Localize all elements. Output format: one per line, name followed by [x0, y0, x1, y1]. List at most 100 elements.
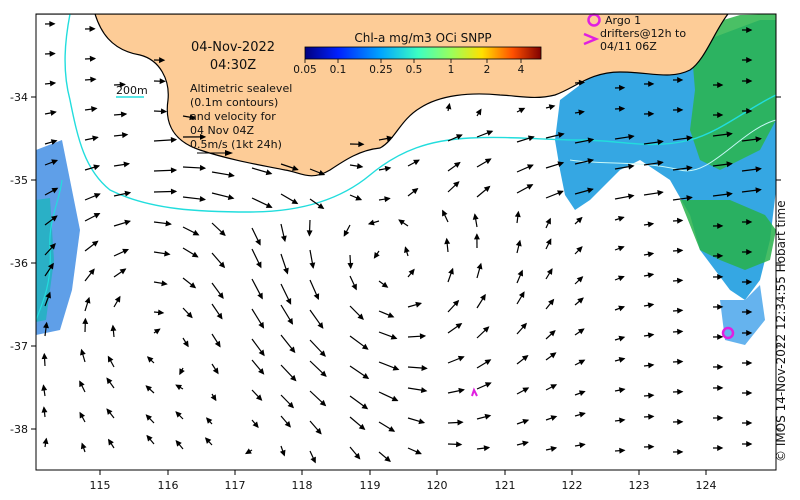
velocity-arrow-head	[318, 170, 326, 176]
velocity-arrow-head	[411, 187, 419, 195]
annotation-line-5: 0.5m/s (1kt 24h)	[190, 138, 282, 151]
velocity-arrow-head	[189, 282, 197, 289]
drifters-legend-line-2: 04/11 06Z	[600, 40, 657, 53]
velocity-arrow-head	[257, 292, 263, 300]
x-tick-label: 124	[696, 479, 717, 492]
velocity-arrow-head	[455, 323, 463, 329]
velocity-arrow-head	[265, 202, 273, 208]
velocity-arrow-field	[41, 20, 762, 464]
velocity-arrow-head	[88, 268, 95, 276]
velocity-arrow-head	[548, 104, 556, 111]
velocity-arrow-head	[648, 413, 655, 420]
annotation-line-1: Altimetric sealevel	[190, 82, 292, 95]
velocity-arrow-head	[287, 401, 295, 409]
velocity-arrow-head	[579, 442, 586, 449]
velocity-arrow-head	[746, 219, 753, 225]
velocity-arrow-head	[677, 106, 684, 113]
velocity-arrow-head	[677, 448, 684, 455]
velocity-arrow-head	[121, 132, 129, 139]
velocity-arrow-head	[648, 392, 655, 399]
velocity-arrow-head	[618, 356, 626, 363]
velocity-arrow-head	[472, 213, 479, 220]
colorbar-tick-label: 0.5	[406, 64, 423, 76]
velocity-arrow-head	[284, 420, 291, 428]
velocity-arrow-head	[265, 169, 273, 176]
velocity-arrow-head	[648, 80, 655, 87]
velocity-arrow-head	[717, 384, 724, 391]
velocity-arrow-head	[145, 385, 152, 392]
velocity-arrow-head	[746, 78, 753, 84]
velocity-arrow-head	[746, 57, 753, 63]
velocity-arrow-head	[119, 268, 127, 275]
scale-arrow	[197, 150, 233, 156]
velocity-arrow-head	[355, 194, 363, 201]
velocity-arrow-head	[319, 399, 327, 407]
x-tick-label: 115	[90, 479, 111, 492]
velocity-arrow-head	[755, 187, 762, 194]
velocity-arrow-head	[647, 302, 655, 309]
velocity-arrow-head	[361, 343, 369, 350]
velocity-arrow-head	[557, 190, 564, 196]
velocity-arrow-head	[746, 108, 753, 114]
velocity-arrow-head	[309, 262, 316, 269]
velocity-arrow-head	[717, 252, 724, 259]
velocity-arrow-head	[618, 105, 626, 112]
x-tick-label: 121	[495, 479, 516, 492]
velocity-arrow-head	[677, 358, 684, 365]
velocity-arrow-head	[548, 298, 555, 306]
velocity-arrow-head	[41, 384, 48, 391]
velocity-arrow-head	[717, 363, 724, 370]
velocity-arrow-head	[755, 166, 762, 173]
plot-frame	[35, 13, 777, 471]
colorbar	[304, 46, 542, 60]
velocity-arrow-head	[686, 135, 693, 142]
velocity-arrow-head	[175, 384, 182, 391]
velocity-arrow-head	[351, 283, 357, 291]
velocity-arrow-head	[717, 222, 724, 229]
velocity-arrow-head	[362, 373, 370, 379]
velocity-arrow-head	[579, 411, 586, 418]
y-tick-label: -37	[10, 340, 28, 353]
velocity-arrow-head	[122, 248, 130, 255]
y-tick-label: -34	[10, 91, 28, 104]
velocity-arrow-head	[558, 132, 565, 138]
velocity-arrow-head	[313, 293, 320, 301]
copyright-credit: © IMOS 14-Nov-2022 12:34:55 Hobart time	[774, 200, 788, 462]
velocity-arrow-head	[647, 221, 655, 228]
velocity-arrow-head	[256, 261, 262, 269]
velocity-arrow-head	[457, 355, 465, 362]
velocity-arrow-head	[452, 299, 460, 307]
velocity-arrow-head	[408, 268, 415, 276]
velocity-arrow-head	[41, 352, 48, 360]
velocity-arrow-head	[457, 419, 464, 426]
velocity-arrow-head	[717, 273, 724, 280]
velocity-arrow-head	[315, 427, 322, 435]
velocity-arrow-head	[527, 135, 535, 142]
velocity-arrow-head	[483, 185, 491, 193]
velocity-arrow-head	[82, 317, 89, 324]
velocity-arrow-head	[717, 303, 724, 310]
velocity-arrow-head	[217, 292, 224, 299]
velocity-arrow-head	[175, 411, 182, 418]
velocity-arrow-head	[746, 420, 753, 426]
velocity-arrow-head	[755, 136, 762, 143]
velocity-arrow-head	[252, 421, 259, 429]
velocity-arrow-head	[550, 384, 558, 390]
velocity-arrow-head	[291, 165, 299, 171]
velocity-arrow-head	[51, 215, 58, 222]
map-time: 04:30Z	[210, 58, 256, 73]
velocity-arrow-head	[255, 394, 263, 401]
velocity-arrow-head	[358, 141, 365, 148]
velocity-arrow-head	[89, 25, 96, 32]
velocity-arrow-head	[182, 340, 189, 348]
velocity-arrow-head	[486, 130, 494, 136]
velocity-arrow-head	[93, 164, 101, 171]
velocity-arrow-head	[420, 387, 428, 394]
velocity-arrow-head	[480, 293, 486, 301]
velocity-arrow-head	[587, 158, 595, 164]
velocity-arrow-head	[159, 78, 166, 85]
velocity-arrow-head	[205, 417, 213, 424]
chl-swath-east-green	[690, 14, 776, 170]
velocity-arrow-head	[746, 330, 753, 336]
velocity-arrow-head	[80, 442, 87, 450]
